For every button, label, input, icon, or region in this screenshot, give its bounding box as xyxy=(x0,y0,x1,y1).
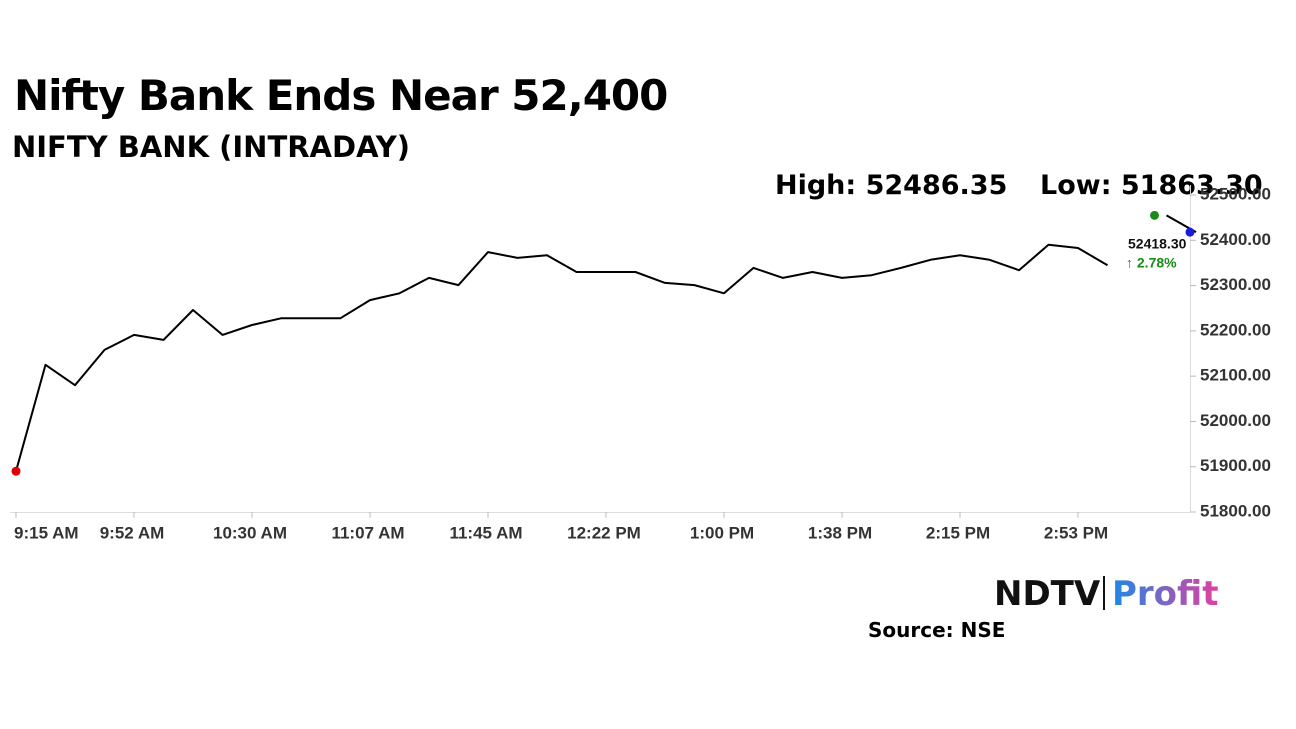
low-label: Low: 51863.30 xyxy=(1040,170,1263,201)
high-dot xyxy=(1150,210,1159,220)
x-tick-label: 1:00 PM xyxy=(690,523,754,542)
high-label: High: 52486.35 xyxy=(775,170,1007,201)
y-tick-label: 52400.00 xyxy=(1200,230,1271,249)
y-tick-label: 52500.00 xyxy=(1200,184,1271,203)
y-tick-label: 52200.00 xyxy=(1200,320,1271,339)
chart-subtitle: NIFTY BANK (INTRADAY) xyxy=(12,130,410,164)
x-tick-label: 2:15 PM xyxy=(926,523,990,542)
y-tick-label: 52100.00 xyxy=(1200,366,1271,385)
price-line xyxy=(15,214,1197,472)
x-tick-label: 1:38 PM xyxy=(808,523,872,542)
y-tick-label: 52000.00 xyxy=(1200,411,1271,430)
logo-profit: Profit xyxy=(1112,574,1219,614)
end-dot xyxy=(1185,227,1195,237)
source: Source: NSE xyxy=(868,618,1005,642)
logo-ndtv: NDTV xyxy=(994,574,1101,614)
y-tick-label: 51900.00 xyxy=(1200,456,1271,475)
x-tick-label: 2:53 PM xyxy=(1044,523,1108,542)
y-tick-label: 51800.00 xyxy=(1200,501,1271,520)
change: ↑ 2.78% xyxy=(1126,255,1177,271)
x-tick-label: 9:52 AM xyxy=(100,523,165,542)
x-tick-label: 12:22 PM xyxy=(567,523,641,542)
chart-title: Nifty Bank Ends Near 52,400 xyxy=(14,71,667,120)
x-tick-label: 11:45 AM xyxy=(449,523,522,542)
x-tick-label: 9:15 AM xyxy=(14,523,79,542)
x-tick-label: 10:30 AM xyxy=(213,523,287,542)
x-tick-label: 11:07 AM xyxy=(331,523,404,542)
y-tick-label: 52300.00 xyxy=(1200,275,1271,294)
start-dot xyxy=(11,466,21,476)
last-value: 52418.30 xyxy=(1128,236,1187,252)
